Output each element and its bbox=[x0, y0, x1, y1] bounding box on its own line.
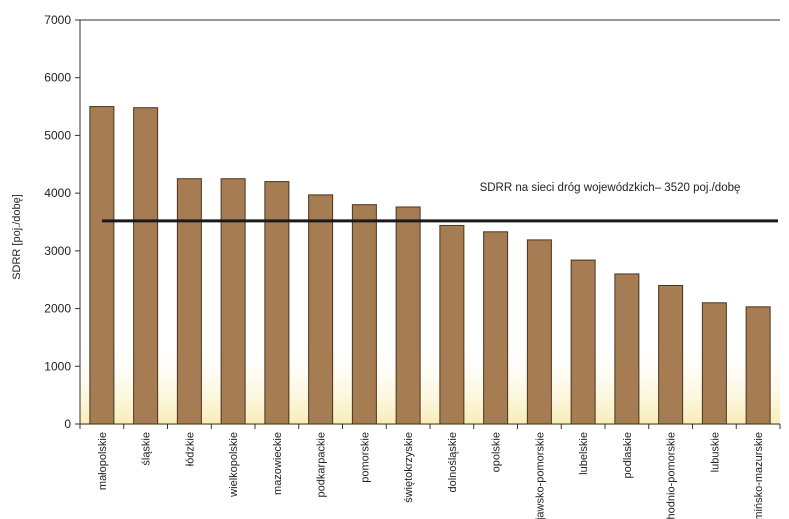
y-tick-label: 4000 bbox=[44, 186, 71, 200]
x-tick-label: mazowieckie bbox=[272, 432, 284, 495]
x-tick-label: kujawsko-pomorskie bbox=[534, 432, 546, 519]
y-tick-label: 3000 bbox=[44, 244, 71, 258]
bar bbox=[658, 284, 684, 425]
bar bbox=[745, 306, 771, 425]
bar bbox=[483, 231, 509, 425]
bar bbox=[308, 194, 334, 425]
x-tick-label: świętokrzyskie bbox=[403, 432, 415, 503]
x-tick-label: opolskie bbox=[491, 432, 503, 472]
x-tick-label: podkarpackie bbox=[316, 432, 328, 497]
y-tick-label: 7000 bbox=[44, 13, 71, 27]
y-tick-label: 0 bbox=[64, 417, 71, 431]
x-tick-label: łódzkie bbox=[184, 432, 196, 466]
reference-line-label: SDRR na sieci dróg wojewódzkich– 3520 po… bbox=[480, 182, 741, 194]
bar bbox=[264, 181, 290, 425]
x-tick-label: małopolskie bbox=[97, 432, 109, 490]
bar bbox=[220, 178, 246, 425]
bar bbox=[526, 239, 552, 425]
x-tick-label: zachodnio-pomorskie bbox=[666, 432, 678, 519]
x-tick-label: warmińsko-mazurskie bbox=[753, 432, 765, 519]
x-tick-label: śląskie bbox=[141, 432, 153, 466]
bar bbox=[570, 259, 596, 425]
x-tick-label: pomorskie bbox=[359, 432, 371, 483]
y-tick-label: 2000 bbox=[44, 302, 71, 316]
x-tick-label: wielkopolskie bbox=[228, 432, 240, 498]
y-tick-label: 6000 bbox=[44, 71, 71, 85]
bar bbox=[133, 107, 159, 425]
bar bbox=[614, 273, 640, 425]
y-axis-title: SDRR [poj./dobę] bbox=[11, 194, 23, 280]
bar bbox=[701, 302, 727, 425]
bar bbox=[176, 178, 202, 425]
x-tick-label: dolnośląskie bbox=[447, 432, 459, 493]
x-tick-label: lubuskie bbox=[709, 432, 721, 472]
y-tick-label: 5000 bbox=[44, 128, 71, 142]
x-tick-label: podlaskie bbox=[622, 432, 634, 478]
y-tick-label: 1000 bbox=[44, 359, 71, 373]
y-ticks-group: 0 1000 2000 3000 4000 5000 6000 7000 bbox=[44, 13, 80, 431]
bar bbox=[439, 224, 465, 425]
x-tick-label: lubelskie bbox=[578, 432, 590, 475]
bar bbox=[395, 206, 421, 425]
x-ticks-group: małopolskie śląskie łódzkie wielkopolskie ma… bbox=[79, 424, 781, 519]
bar bbox=[351, 204, 377, 425]
bar bbox=[89, 106, 115, 425]
